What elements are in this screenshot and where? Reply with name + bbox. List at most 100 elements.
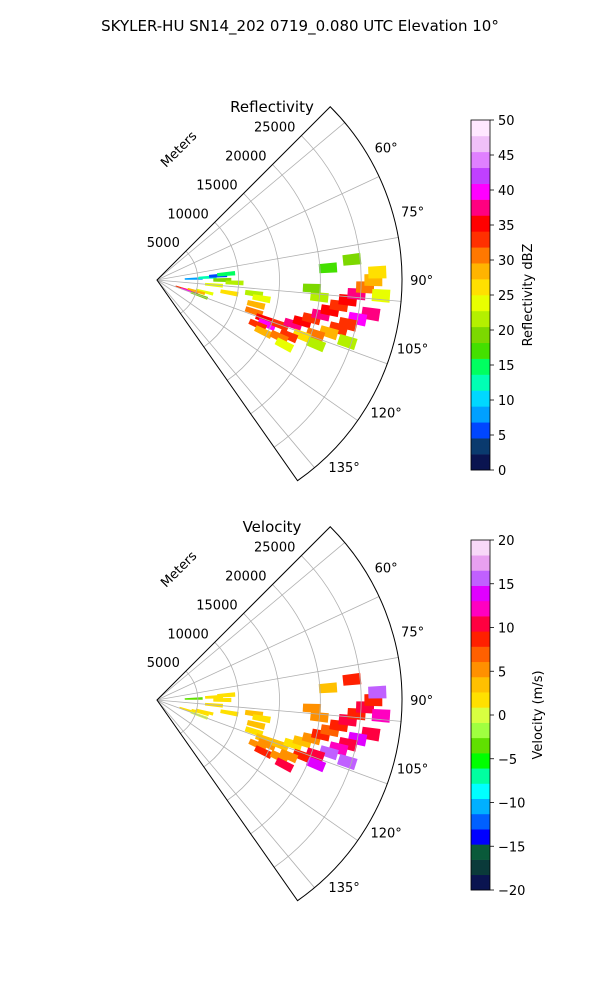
colorbar-segment [471, 783, 490, 799]
reflectivity-panel: Reflectivity Meters 60° 75° 90° 105° 120° 135… [147, 98, 536, 482]
reflectivity-colorbar-label: Reflectivity dBZ [521, 244, 536, 347]
azimuth-tick-label: 135° [328, 881, 359, 896]
colorbar-segment [471, 151, 490, 169]
azimuth-tick-label: 60° [375, 562, 398, 577]
colorbar-segment [471, 859, 490, 876]
data-cell [318, 262, 338, 274]
colorbar-tick-label: −5 [498, 753, 517, 768]
colorbar-segment [471, 616, 490, 632]
colorbar-segment [471, 570, 490, 586]
data-cell [246, 720, 266, 730]
colorbar-tick-label: 15 [498, 578, 515, 593]
colorbar-segment [471, 844, 490, 860]
azimuth-grid-line [156, 699, 388, 785]
radial-tick-label: 5000 [147, 656, 180, 671]
colorbar-tick-label: 10 [498, 622, 515, 637]
azimuth-tick-label: 60° [375, 142, 398, 157]
colorbar-segment [471, 406, 490, 423]
colorbar-segment [471, 722, 490, 739]
data-cell [305, 747, 326, 763]
colorbar-segment [471, 183, 490, 200]
colorbar-segment [471, 585, 490, 602]
azimuth-grid-line [156, 237, 399, 281]
colorbar-tick-label: 30 [498, 254, 515, 269]
azimuth-tick-label: 105° [397, 342, 428, 357]
colorbar-segment [471, 692, 490, 708]
colorbar-tick-label: 5 [498, 429, 506, 444]
data-cell [342, 252, 362, 266]
data-cell [274, 757, 295, 773]
colorbar-tick-label: 25 [498, 289, 515, 304]
colorbar-segment [471, 295, 490, 312]
colorbar-segment [471, 215, 490, 232]
azimuth-grid-line [156, 279, 388, 365]
data-cell [305, 756, 327, 773]
reflectivity-radial-label: Meters [158, 129, 200, 171]
radial-tick-label: 25000 [254, 121, 295, 136]
data-cell [292, 328, 312, 344]
data-cell [257, 738, 277, 751]
data-cell [254, 745, 273, 759]
azimuth-grid-line [156, 699, 358, 841]
colorbar-tick-label: −15 [498, 840, 525, 855]
colorbar-segment [471, 422, 490, 439]
colorbar-segment [471, 390, 490, 407]
colorbar-tick-label: 35 [498, 219, 515, 234]
radial-tick-label: 20000 [225, 570, 266, 585]
colorbar-segment [471, 263, 490, 280]
velocity-colorbar-label: Velocity (m/s) [531, 670, 546, 759]
colorbar-segment [471, 199, 490, 216]
data-cell [283, 317, 303, 331]
radial-tick-label: 10000 [167, 207, 208, 222]
colorbar-segment [471, 374, 490, 391]
velocity-radial-label: Meters [158, 549, 200, 591]
colorbar-segment [471, 707, 490, 723]
azimuth-tick-label: 75° [401, 206, 424, 221]
data-cell [252, 714, 271, 724]
azimuth-grid-line [156, 122, 345, 281]
colorbar-tick-label: 20 [498, 324, 515, 339]
data-cell [371, 709, 391, 723]
colorbar-segment [471, 167, 490, 184]
azimuth-grid-line [156, 657, 399, 701]
colorbar-segment [471, 279, 490, 296]
azimuth-grid-line [156, 699, 402, 722]
colorbar-segment [471, 676, 490, 693]
colorbar-segment [471, 737, 490, 754]
radial-tick-label: 15000 [196, 178, 237, 193]
data-cell [318, 325, 339, 341]
data-cell [217, 271, 236, 277]
azimuth-tick-label: 105° [397, 762, 428, 777]
data-cell [254, 325, 273, 339]
data-cell [274, 337, 295, 353]
data-cell [278, 328, 299, 344]
colorbar-tick-label: 15 [498, 359, 515, 374]
colorbar-tick-label: 40 [498, 184, 515, 199]
data-cell [292, 748, 312, 764]
data-cell [278, 748, 299, 764]
colorbar-segment [471, 358, 490, 375]
data-cell [246, 300, 266, 310]
azimuth-grid-line [156, 279, 358, 421]
azimuth-tick-label: 120° [370, 826, 401, 841]
azimuth-tick-label: 75° [401, 626, 424, 641]
colorbar-tick-label: 20 [498, 534, 515, 549]
colorbar-segment [471, 555, 490, 571]
data-cell [337, 754, 358, 771]
figure-title: SKYLER-HU SN14_202 0719_0.080 UTC Elevat… [101, 17, 499, 36]
data-cell [191, 708, 210, 717]
colorbar-segment [471, 120, 490, 137]
data-cell [257, 318, 277, 331]
azimuth-grid-line [156, 279, 402, 302]
colorbar-tick-label: 10 [498, 394, 515, 409]
colorbar-tick-label: 0 [498, 709, 506, 724]
colorbar-segment [471, 829, 490, 845]
data-cell [371, 289, 391, 303]
colorbar-tick-label: −20 [498, 884, 525, 899]
data-cell [217, 692, 236, 698]
azimuth-grid-line [156, 699, 315, 888]
azimuth-tick-label: 120° [370, 406, 401, 421]
radial-tick-label: 20000 [225, 150, 266, 165]
radial-tick-label: 15000 [196, 598, 237, 613]
azimuth-grid-line [156, 542, 345, 701]
